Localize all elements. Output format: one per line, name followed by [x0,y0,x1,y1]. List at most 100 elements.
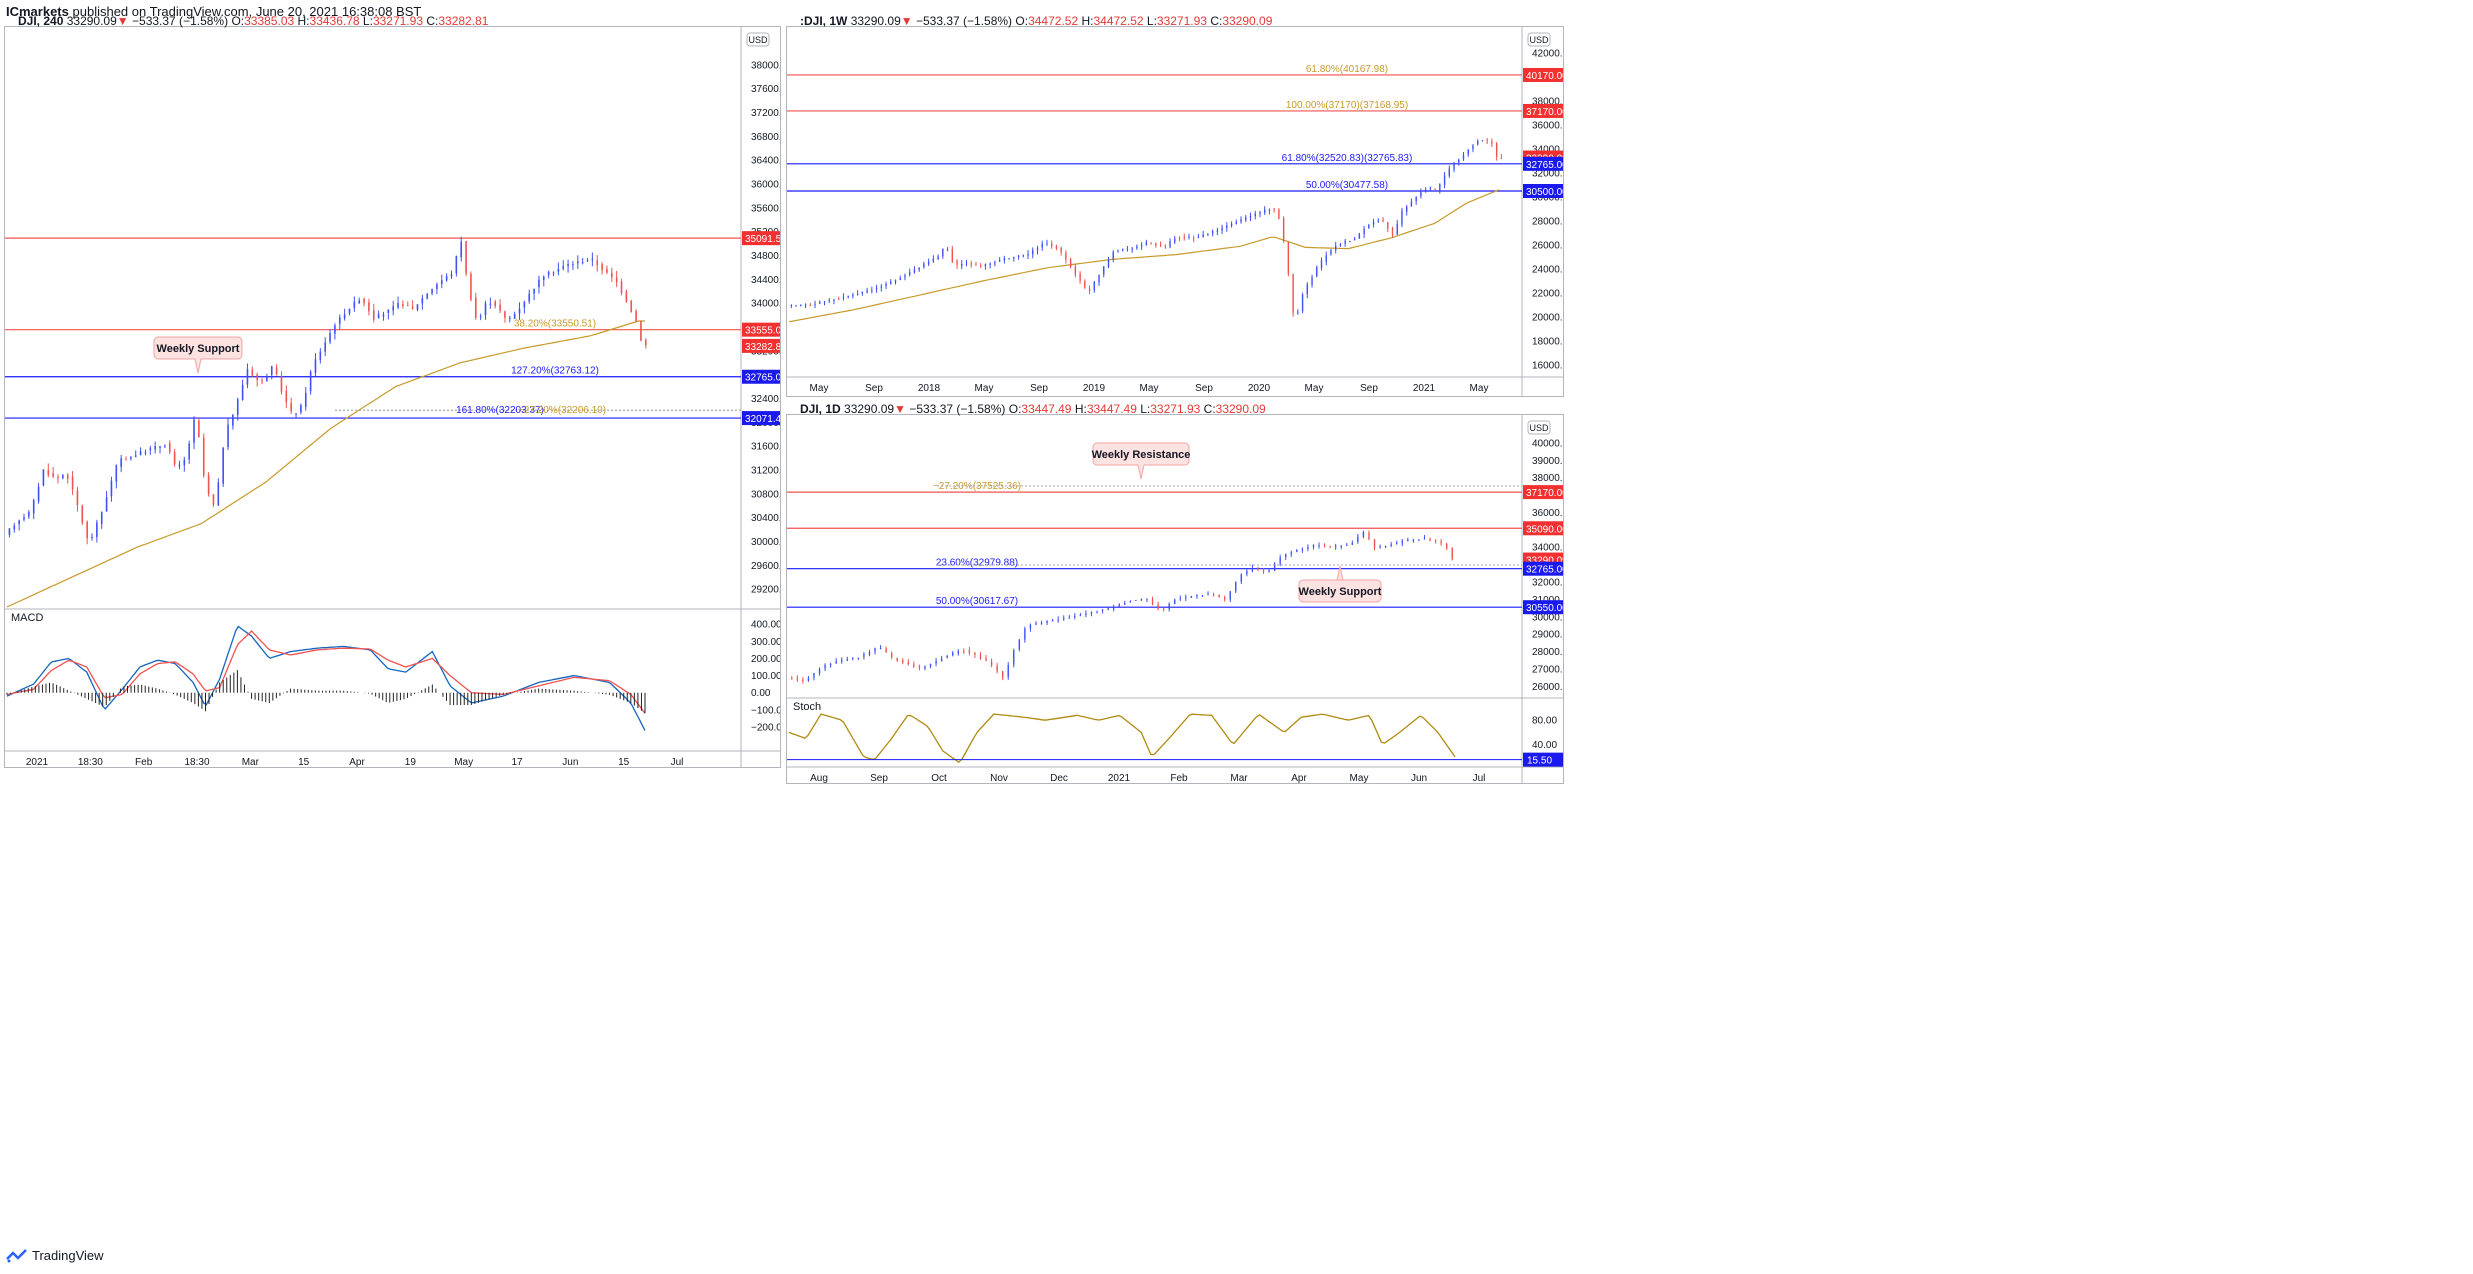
candle-body [802,679,804,682]
candle-body [164,445,166,447]
candle-body [1335,245,1337,251]
candle-body [222,447,224,484]
down-arrow-icon: ▼ [900,14,913,28]
candle-body [1024,628,1026,640]
candle-body [1207,594,1209,596]
candle-body [611,272,613,278]
candle-body [115,465,118,482]
candle-body [1183,237,1185,239]
candle-body [42,469,45,486]
candle-body [1041,243,1043,248]
price-level-badge [1523,561,1563,576]
candle-body [894,280,897,283]
candle-body [343,314,346,319]
publisher-name[interactable]: ICmarkets [6,4,69,19]
chart-svg-top-right[interactable]: USD42000.0040000.0038000.0036000.0034000… [787,27,1564,397]
candle-body [1029,624,1032,629]
candle-body [1401,210,1403,225]
y-tick-label: 34000.00 [1532,145,1564,156]
annotation-callout [1092,442,1190,480]
annotation-weekly-support: Weekly Support [157,343,240,355]
candle-body [814,303,816,305]
symbol[interactable]: DJI, 1D [800,402,841,416]
candle-body [1007,665,1009,677]
high-value: 33447.49 [1086,402,1137,416]
chart-panel-bottom-right[interactable]: USD40000.0039000.0038000.0037000.0036000… [786,414,1564,784]
candle-body [207,475,210,495]
candle-body [416,304,419,310]
currency-badge [746,32,770,47]
y-tick-label: 36000.00 [751,180,781,191]
candle-body [178,464,181,467]
h-label: H: [1074,402,1087,416]
candle-body [1090,611,1093,614]
candle-body [856,293,859,295]
x-tick-label: Sep [870,773,888,784]
candle-body [455,255,458,274]
candle-body [940,658,943,662]
candle-body [1301,294,1304,312]
low-value: 33271.93 [372,14,423,28]
candle-body [852,658,854,660]
candle-body [1140,599,1143,601]
candle-body [1311,277,1313,285]
y-tick-label: 30000.00 [751,537,781,548]
candle-body [130,456,132,459]
price-level-badge [1523,156,1563,171]
candle-body [1251,567,1254,571]
y-tick-label: 26000.00 [1532,682,1564,693]
candle-body [1065,252,1067,260]
candle-body [1051,243,1053,247]
chart-panel-left[interactable]: USD 38000.00 37600.00 37200.00 36800.00 36400… [4,26,781,768]
candle-body [436,284,438,289]
candle-body [1174,238,1176,243]
header-bottom-right: DJI, 1D 33290.09▼ −533.37 (−1.58%) O:334… [800,402,1266,416]
candle-body [927,261,930,265]
candle-body [1246,570,1248,575]
candle-body [193,419,195,443]
candle-body [1018,639,1021,650]
candle-body [1377,220,1379,222]
candle-body [1318,545,1320,547]
candle-body [968,650,971,653]
y-tick-label: 36000.00 [1532,508,1564,519]
chart-panel-top-right[interactable]: USD42000.0040000.0038000.0036000.0034000… [786,26,1564,397]
candle-body [1472,145,1474,150]
chart-svg-left[interactable]: USD 38000.00 37600.00 37200.00 36800.00 36400… [5,27,781,768]
candle-body [790,304,793,306]
candle-body [1151,599,1154,605]
x-tick-label: Dec [1050,773,1068,784]
candle-body [1146,598,1148,600]
x-tick-label: Feb [1170,773,1188,784]
candle-body [1384,546,1387,548]
candle-body [358,300,360,304]
tradingview-logo[interactable]: TradingView [6,1248,104,1263]
candle-body [28,512,30,517]
candle-body [984,264,987,267]
candle-body [1325,255,1327,262]
candle-body [1212,594,1215,596]
fib-label: 127.20%(32763.12) [511,366,599,377]
price-level-label: 30500.00 [1526,187,1564,198]
candle-body [1339,244,1342,247]
x-tick-label: Mar [1230,773,1248,784]
candle-body [363,298,365,304]
candle-body [1412,540,1415,542]
candle-body [1136,246,1138,249]
candle-body [188,443,190,460]
candle-body [1201,595,1204,597]
candle-body [1363,228,1365,235]
candle-body [494,301,497,307]
candle-body [974,652,976,655]
symbol[interactable]: DJI, 240 [18,14,64,28]
chart-svg-bottom-right[interactable]: USD40000.0039000.0038000.0037000.0036000… [787,415,1564,784]
candle-body [1157,604,1159,610]
candle-body [871,290,873,292]
candle-body [1292,273,1294,313]
h-label: H: [297,14,310,28]
candle-body [518,308,521,314]
candle-body [951,249,953,262]
symbol[interactable]: :DJI, 1W [800,14,848,28]
candle-body [1093,282,1095,291]
candle-body [1235,581,1237,592]
